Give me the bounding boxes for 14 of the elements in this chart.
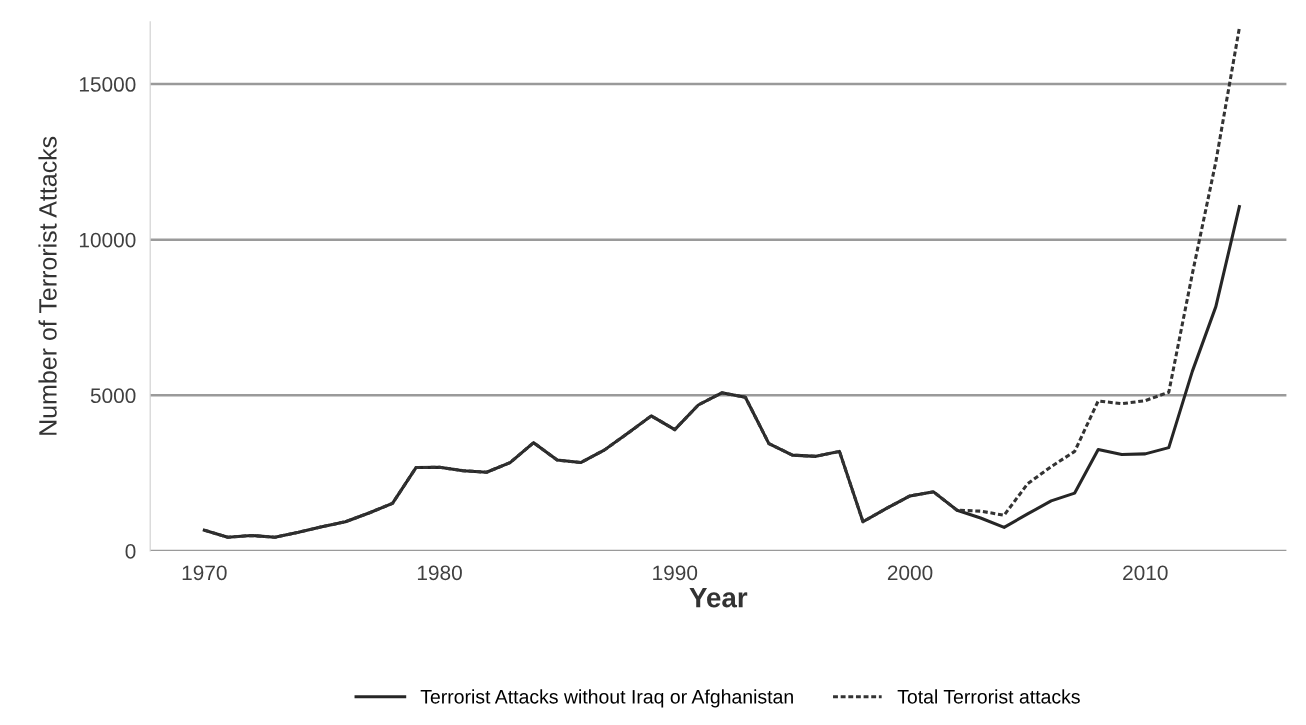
legend-label: Terrorist Attacks without Iraq or Afghanistan (420, 689, 793, 708)
x-tick-label: 1990 (653, 565, 698, 581)
x-tick-label: 2000 (887, 565, 933, 581)
y-axis-title: Number of Terrorist Attacks (38, 136, 57, 435)
x-axis-title: Year (689, 588, 748, 608)
y-tick-label: 0 (125, 544, 136, 559)
x-tick-label: 1970 (182, 565, 227, 581)
legend-label: Total Terrorist attacks (897, 689, 1080, 704)
y-tick-label: 15000 (79, 77, 136, 92)
line-series (202, 26, 1241, 539)
y-tick-label: 10000 (79, 232, 136, 248)
y-tick-label: 5000 (90, 388, 136, 404)
x-tick-label: 2010 (1123, 565, 1168, 581)
x-tick-label: 1980 (417, 565, 462, 581)
